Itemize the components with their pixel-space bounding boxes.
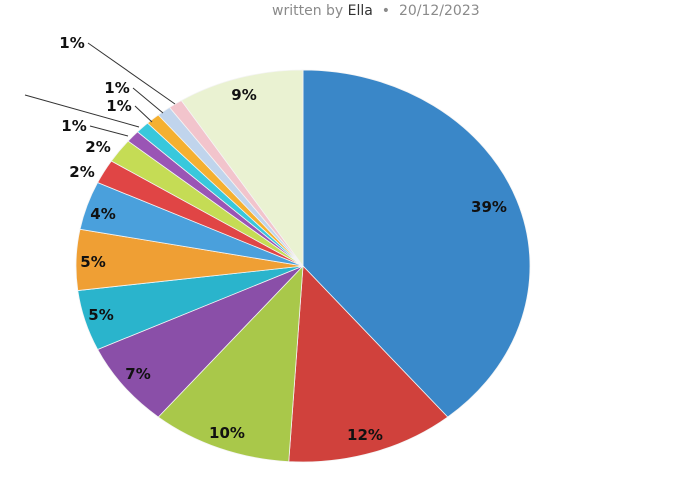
slice-data-label: 10%	[209, 424, 245, 442]
slice-data-label: 1%	[61, 117, 86, 135]
slice-data-label: 2%	[69, 163, 94, 181]
pie-slice	[157, 264, 304, 463]
slice-data-label: 7%	[125, 365, 150, 383]
byline-prefix: written by	[272, 3, 344, 19]
slice-data-label: 39%	[471, 198, 507, 216]
leader-line	[134, 105, 153, 123]
leader-line	[24, 94, 140, 128]
slice-data-label: 1%	[104, 79, 129, 97]
byline-author[interactable]: Ella	[347, 3, 373, 19]
slice-data-label: 5%	[88, 306, 113, 324]
slice-data-label: 1%	[59, 34, 84, 52]
leader-line	[132, 87, 164, 114]
leader-line	[89, 125, 129, 137]
byline-date: 20/12/2023	[398, 3, 480, 19]
slice-data-label: 2%	[85, 138, 110, 156]
slice-data-label: 1%	[106, 97, 131, 115]
slice-data-label: 4%	[90, 205, 115, 223]
slice-data-label: 9%	[231, 86, 256, 104]
pie-slice	[302, 69, 531, 418]
byline-separator: •	[381, 3, 391, 19]
leader-line	[87, 42, 176, 105]
article-byline: written by Ella • 20/12/2023	[272, 2, 480, 20]
pie-slice	[288, 265, 449, 463]
slice-data-label: 5%	[80, 253, 105, 271]
pie-slice	[180, 69, 304, 268]
slice-data-label: 12%	[347, 426, 383, 444]
